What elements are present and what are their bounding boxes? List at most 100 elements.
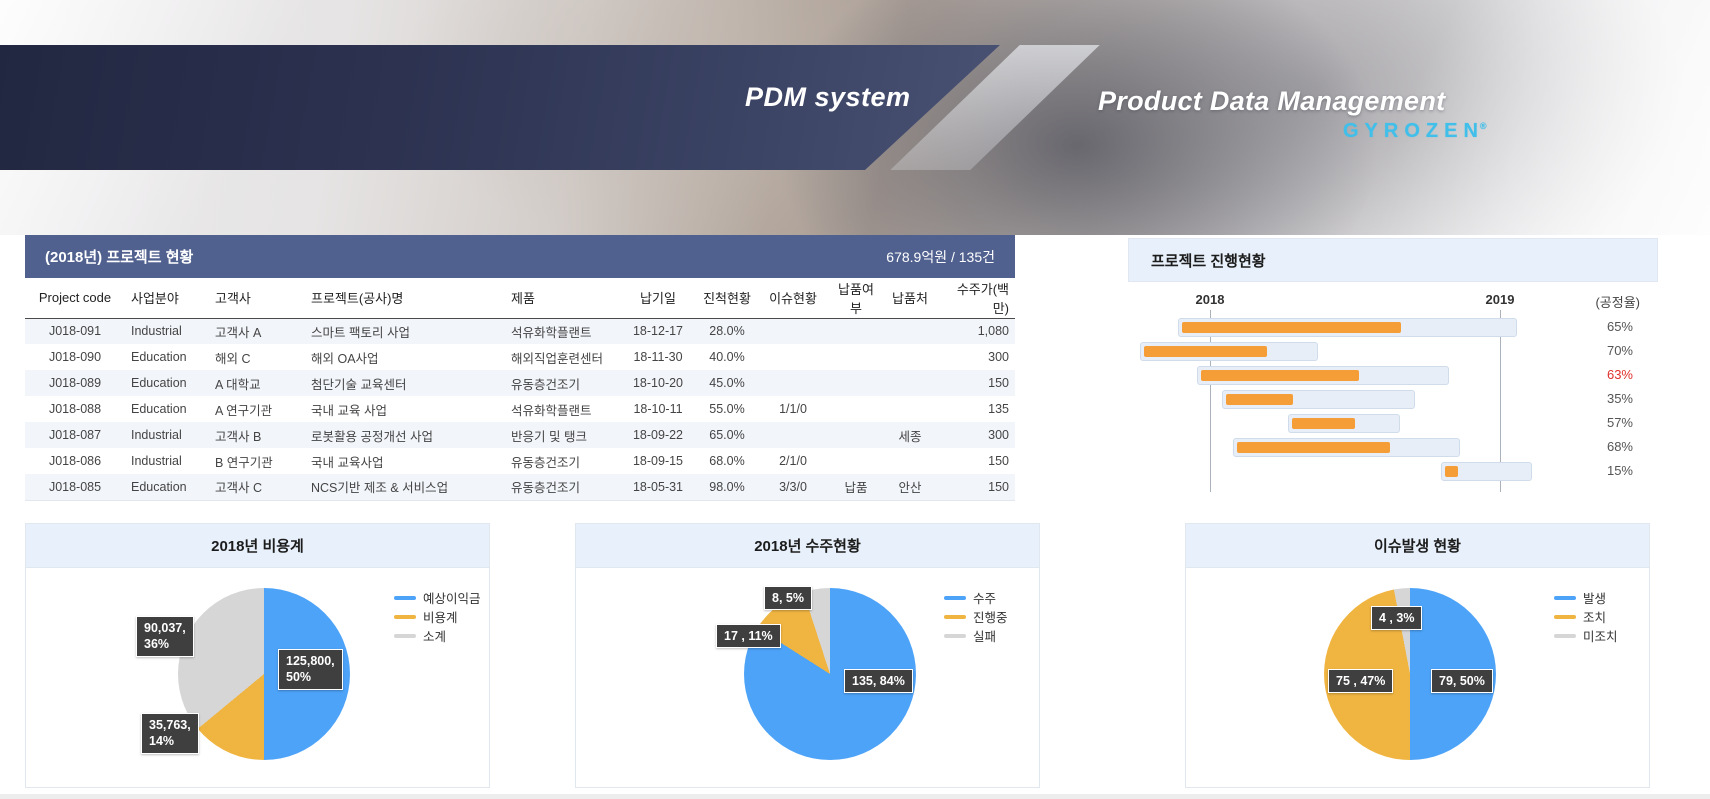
table-row[interactable]: J018-085 Education 고객사 C NCS기반 제조 & 서비스업 유동층… [25, 474, 1015, 501]
cost-pie-title: 2018년 비용계 [26, 524, 489, 568]
table-row[interactable]: J018-090 Education 해외 C 해외 OA사업 해외직업훈련센터 18-1… [25, 344, 1015, 370]
table-cell [827, 318, 885, 344]
project-table: Project code 사업분야 고객사 프로젝트(공사)명 제품 납기일 진척현황 이슈현… [25, 278, 1015, 501]
legend-item: 실패 [944, 626, 1008, 645]
pie-legend: 수주 진행중 실패 [944, 588, 1008, 645]
table-cell: 국내 교육 사업 [311, 403, 387, 418]
pie-data-label: 90,037, 36% [136, 616, 194, 657]
table-cell [885, 344, 935, 370]
table-cell: Education [131, 402, 187, 416]
legend-label: 미조치 [1583, 630, 1618, 644]
gantt-track [1233, 438, 1460, 457]
gantt-progress-label: 57% [1606, 415, 1633, 430]
table-cell: 18-11-30 [633, 350, 683, 364]
table-cell: 1/1/0 [779, 402, 807, 416]
legend-item: 진행중 [944, 607, 1008, 626]
legend-dash-icon [944, 633, 966, 638]
table-cell: J018-088 [48, 402, 102, 416]
legend-item: 소계 [394, 626, 481, 645]
brand-logo: GYROZEN® [1343, 120, 1487, 143]
column-header: 제품 [505, 278, 621, 319]
legend-label: 비용계 [423, 611, 458, 625]
table-cell: 18-10-11 [633, 402, 683, 416]
gantt-progress-bar [1144, 346, 1268, 357]
orders-pie-body: 135, 84% 17 , 11% 8, 5% 수주 진행중 실패 [576, 568, 1039, 788]
legend-item: 미조치 [1554, 626, 1618, 645]
table-cell: 150 [935, 474, 1015, 501]
legend-dash-icon [1554, 614, 1576, 619]
orders-pie-panel: 2018년 수주현황 135, 84% 17 , 11% 8, 5% 수주 진행중 실패 [575, 523, 1040, 788]
project-table-panel: (2018년) 프로젝트 현황 678.9억원 / 135건 Project c… [25, 235, 1015, 501]
issues-pie-title: 이슈발생 현황 [1186, 524, 1649, 568]
legend-label: 소계 [423, 630, 447, 644]
pie-data-label: 8, 5% [764, 586, 812, 611]
gantt-progress-label: 70% [1606, 343, 1633, 358]
table-cell [827, 370, 885, 396]
table-row[interactable]: J018-089 Education A 대학교 첨단기술 교육센터 유동층건조기 18-… [25, 370, 1015, 396]
table-cell: Education [125, 474, 209, 501]
table-row[interactable]: J018-087 Industrial 고객사 B 로봇활용 공정개선 사업 반응기 및… [25, 422, 1015, 448]
gantt-unit-label: (공정율) [1595, 295, 1640, 310]
issues-pie-panel: 이슈발생 현황 79, 50% 75 , 47% 4 , 3% 발생 조치 미조치 [1185, 523, 1650, 788]
table-cell: J018-091 [48, 324, 102, 339]
gantt-progress-bar [1226, 394, 1293, 405]
table-cell: J018-089 [48, 376, 102, 390]
pie-data-label: 4 , 3% [1371, 606, 1423, 631]
table-cell: 석유화학플랜트 [511, 325, 592, 340]
pie-data-label: 17 , 11% [716, 624, 781, 649]
table-row[interactable]: J018-086 Industrial B 연구기관 국내 교육사업 유동층건조기 18-… [25, 448, 1015, 474]
gantt-progress-label: 15% [1606, 463, 1633, 478]
table-cell: 안산 [885, 474, 935, 501]
gantt-panel: 프로젝트 진행현황 2018 2019 (공정율) 65% 70% 63% 35% 57… [1128, 238, 1658, 496]
table-cell: 18-05-31 [621, 474, 695, 501]
table-cell [885, 370, 935, 396]
table-cell: 해외 C [215, 351, 251, 366]
app-subtitle: Product Data Management [1098, 86, 1446, 116]
table-row[interactable]: J018-088 Education A 연구기관 국내 교육 사업 석유화학플랜트 18… [25, 396, 1015, 422]
table-cell: 로봇활용 공정개선 사업 [311, 429, 433, 444]
table-cell [885, 318, 935, 344]
table-cell: 28.0% [709, 324, 745, 339]
hero-banner: PDM system Product Data Management GYROZ… [0, 0, 1710, 235]
pie-data-label: 135, 84% [844, 669, 913, 694]
table-row[interactable]: J018-091 Industrial 고객사 A 스마트 팩토리 사업 석유화학플랜트… [25, 318, 1015, 344]
column-header: 수주가(백만) [935, 278, 1015, 319]
table-cell [759, 318, 827, 344]
pie-legend: 예상이익금 비용계 소계 [394, 588, 481, 645]
table-header-row: Project code 사업분야 고객사 프로젝트(공사)명 제품 납기일 진척현황 이슈현… [25, 278, 1015, 319]
gantt-axis-label-2019: 2019 [1485, 292, 1515, 307]
legend-label: 발생 [1583, 592, 1607, 606]
table-cell [759, 344, 827, 370]
legend-dash-icon [394, 595, 416, 600]
table-cell: 세종 [898, 429, 922, 444]
app-title: PDM system [745, 82, 911, 112]
gantt-row: 70% [1128, 342, 1658, 361]
gantt-title: 프로젝트 진행현황 [1128, 238, 1658, 282]
gantt-progress-label: 65% [1606, 319, 1633, 334]
table-cell: 150 [988, 376, 1009, 390]
gantt-progress-bar [1445, 466, 1459, 477]
brand-text: GYROZEN [1343, 120, 1484, 142]
gantt-track [1222, 390, 1415, 409]
table-cell: 유동층건조기 [505, 474, 621, 501]
gantt-axis-label-2018: 2018 [1195, 292, 1225, 307]
table-cell: 석유화학플랜트 [511, 403, 592, 418]
banner-ribbon [0, 45, 1000, 170]
table-cell: 65.0% [709, 428, 745, 442]
gantt-row: 15% [1128, 462, 1658, 481]
column-header: 이슈현황 [759, 278, 827, 319]
table-cell: 2/1/0 [779, 454, 807, 468]
table-cell: B 연구기관 [215, 455, 273, 470]
table-cell: 98.0% [695, 474, 759, 501]
table-cell: 고객사 B [215, 429, 262, 444]
table-cell: 55.0% [709, 402, 745, 416]
gantt-row: 68% [1128, 438, 1658, 457]
legend-dash-icon [394, 614, 416, 619]
table-cell: 3/3/0 [759, 474, 827, 501]
table-cell: 첨단기술 교육센터 [311, 377, 407, 392]
table-cell: Industrial [131, 454, 182, 468]
cost-pie-panel: 2018년 비용계 125,800, 50% 35,763, 14% 90,037,… [25, 523, 490, 788]
pie-legend: 발생 조치 미조치 [1554, 588, 1618, 645]
column-header: 사업분야 [125, 278, 209, 319]
